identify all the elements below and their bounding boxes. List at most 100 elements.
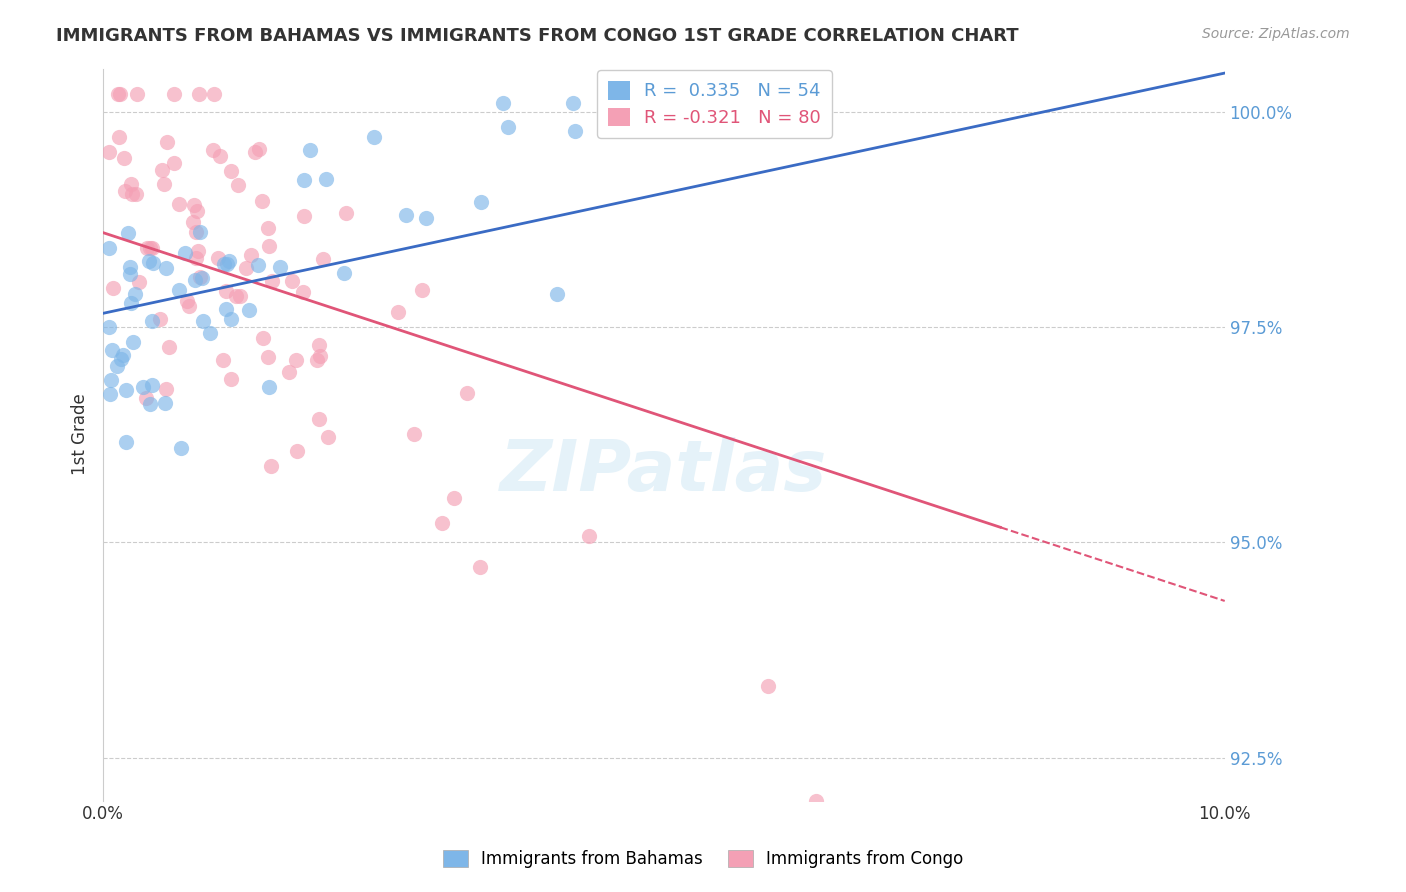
Point xyxy=(281,274,304,288)
Point xyxy=(193,314,215,328)
Point xyxy=(247,142,270,156)
Point xyxy=(215,301,238,316)
Point xyxy=(225,289,247,303)
Point xyxy=(112,348,135,362)
Point xyxy=(97,241,120,255)
Point xyxy=(135,392,157,406)
Point xyxy=(157,340,180,354)
Point xyxy=(191,271,214,285)
Point xyxy=(163,87,186,102)
Text: ZIPatlas: ZIPatlas xyxy=(501,437,828,506)
Point xyxy=(120,260,142,275)
Point xyxy=(167,196,190,211)
Point xyxy=(122,334,145,349)
Point xyxy=(103,281,125,295)
Point xyxy=(188,270,211,285)
Point xyxy=(387,305,409,319)
Legend: R =  0.335   N = 54, R = -0.321   N = 80: R = 0.335 N = 54, R = -0.321 N = 80 xyxy=(598,70,832,137)
Point xyxy=(243,145,266,160)
Point xyxy=(98,386,121,401)
Point xyxy=(135,242,157,256)
Point xyxy=(309,349,332,363)
Point xyxy=(308,412,330,426)
Point xyxy=(125,87,148,102)
Point xyxy=(238,303,260,318)
Point xyxy=(332,266,354,280)
Point xyxy=(299,143,322,157)
Point xyxy=(257,380,280,394)
Point xyxy=(115,383,138,397)
Point xyxy=(335,205,357,219)
Point xyxy=(155,261,177,276)
Point xyxy=(188,225,211,239)
Point xyxy=(138,397,160,411)
Point xyxy=(578,529,600,543)
Point xyxy=(124,286,146,301)
Point xyxy=(153,395,176,409)
Point xyxy=(141,377,163,392)
Point xyxy=(240,248,263,262)
Point xyxy=(262,274,284,288)
Point xyxy=(141,241,163,255)
Point xyxy=(292,209,315,223)
Point xyxy=(235,261,257,276)
Point xyxy=(163,156,186,170)
Point xyxy=(167,283,190,297)
Point xyxy=(202,87,225,102)
Point xyxy=(128,275,150,289)
Point xyxy=(107,87,129,102)
Point xyxy=(174,246,197,260)
Point xyxy=(209,149,232,163)
Point xyxy=(215,284,238,298)
Point xyxy=(308,337,330,351)
Point xyxy=(269,260,291,275)
Point xyxy=(546,287,568,301)
Point xyxy=(804,794,827,808)
Point xyxy=(470,195,492,210)
Point xyxy=(132,380,155,394)
Point xyxy=(252,331,274,345)
Point xyxy=(278,365,301,379)
Point xyxy=(202,144,225,158)
Point xyxy=(108,87,131,102)
Point xyxy=(101,343,124,358)
Point xyxy=(100,373,122,387)
Point xyxy=(153,177,176,191)
Point xyxy=(212,352,235,367)
Point xyxy=(170,442,193,456)
Point xyxy=(287,443,309,458)
Point xyxy=(468,560,491,574)
Point xyxy=(120,267,142,281)
Point xyxy=(756,679,779,693)
Point xyxy=(184,251,207,265)
Point xyxy=(117,227,139,241)
Point xyxy=(155,382,177,396)
Point xyxy=(110,351,132,366)
Text: Source: ZipAtlas.com: Source: ZipAtlas.com xyxy=(1202,27,1350,41)
Point xyxy=(219,311,242,326)
Point xyxy=(124,187,146,202)
Point xyxy=(492,95,515,110)
Point xyxy=(402,427,425,442)
Point xyxy=(215,257,238,271)
Point xyxy=(115,435,138,450)
Point xyxy=(138,254,160,268)
Point xyxy=(318,430,340,444)
Point xyxy=(250,194,273,208)
Point xyxy=(292,173,315,187)
Point xyxy=(315,171,337,186)
Point xyxy=(207,252,229,266)
Point xyxy=(312,252,335,266)
Point xyxy=(219,163,242,178)
Point xyxy=(108,130,131,145)
Point xyxy=(97,320,120,334)
Point xyxy=(121,187,143,202)
Point xyxy=(120,177,142,191)
Point xyxy=(142,256,165,270)
Point xyxy=(229,289,252,303)
Point xyxy=(97,145,120,160)
Point xyxy=(156,135,179,149)
Point xyxy=(430,516,453,530)
Point xyxy=(187,87,209,102)
Point xyxy=(184,272,207,286)
